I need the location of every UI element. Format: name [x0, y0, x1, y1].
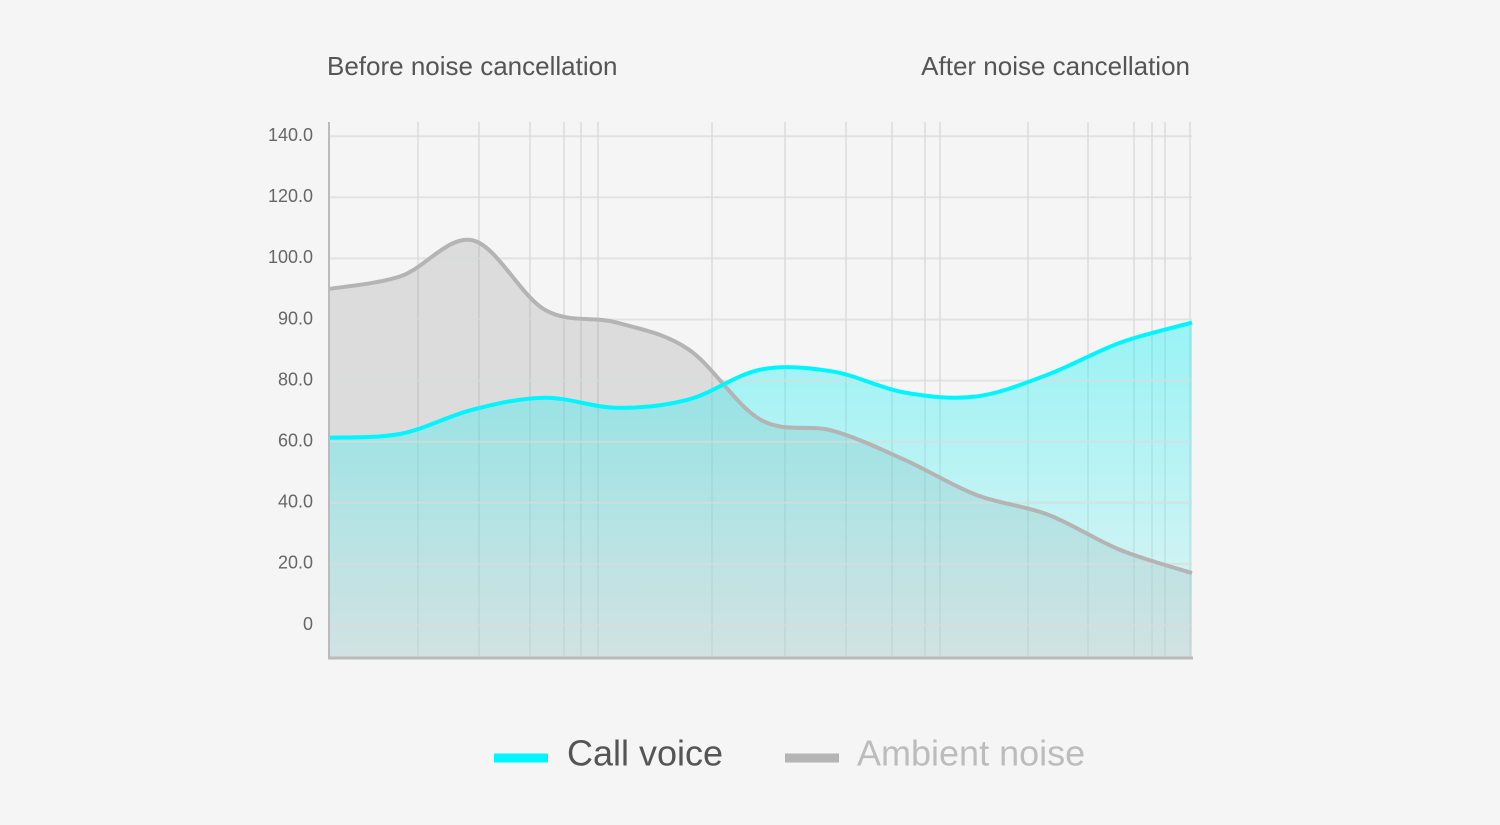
y-tick-label: 0: [303, 614, 313, 634]
areas: [329, 239, 1192, 658]
y-tick-label: 120.0: [268, 186, 313, 206]
grid: [329, 135, 1192, 626]
annotation: After noise cancellation: [921, 51, 1190, 81]
y-tick-label: 100.0: [268, 247, 313, 267]
line: [328, 320, 1193, 440]
annotation: Before noise cancellation: [327, 51, 618, 81]
legend-label: Call voice: [567, 733, 723, 774]
y-tick-label: 80.0: [278, 369, 313, 389]
lines: [328, 237, 1193, 575]
area: [329, 322, 1192, 658]
line: [328, 237, 1193, 575]
legend-label: Ambient noise: [857, 733, 1085, 774]
legend: Ambient noise Call voice: [494, 733, 1085, 774]
y-tick-label: 90.0: [278, 308, 313, 328]
y-tick-label: 60.0: [278, 430, 313, 450]
y-tick-label: 40.0: [278, 492, 313, 512]
y-tick-label: 20.0: [278, 553, 313, 573]
y-tick-label: 140.0: [268, 125, 313, 145]
